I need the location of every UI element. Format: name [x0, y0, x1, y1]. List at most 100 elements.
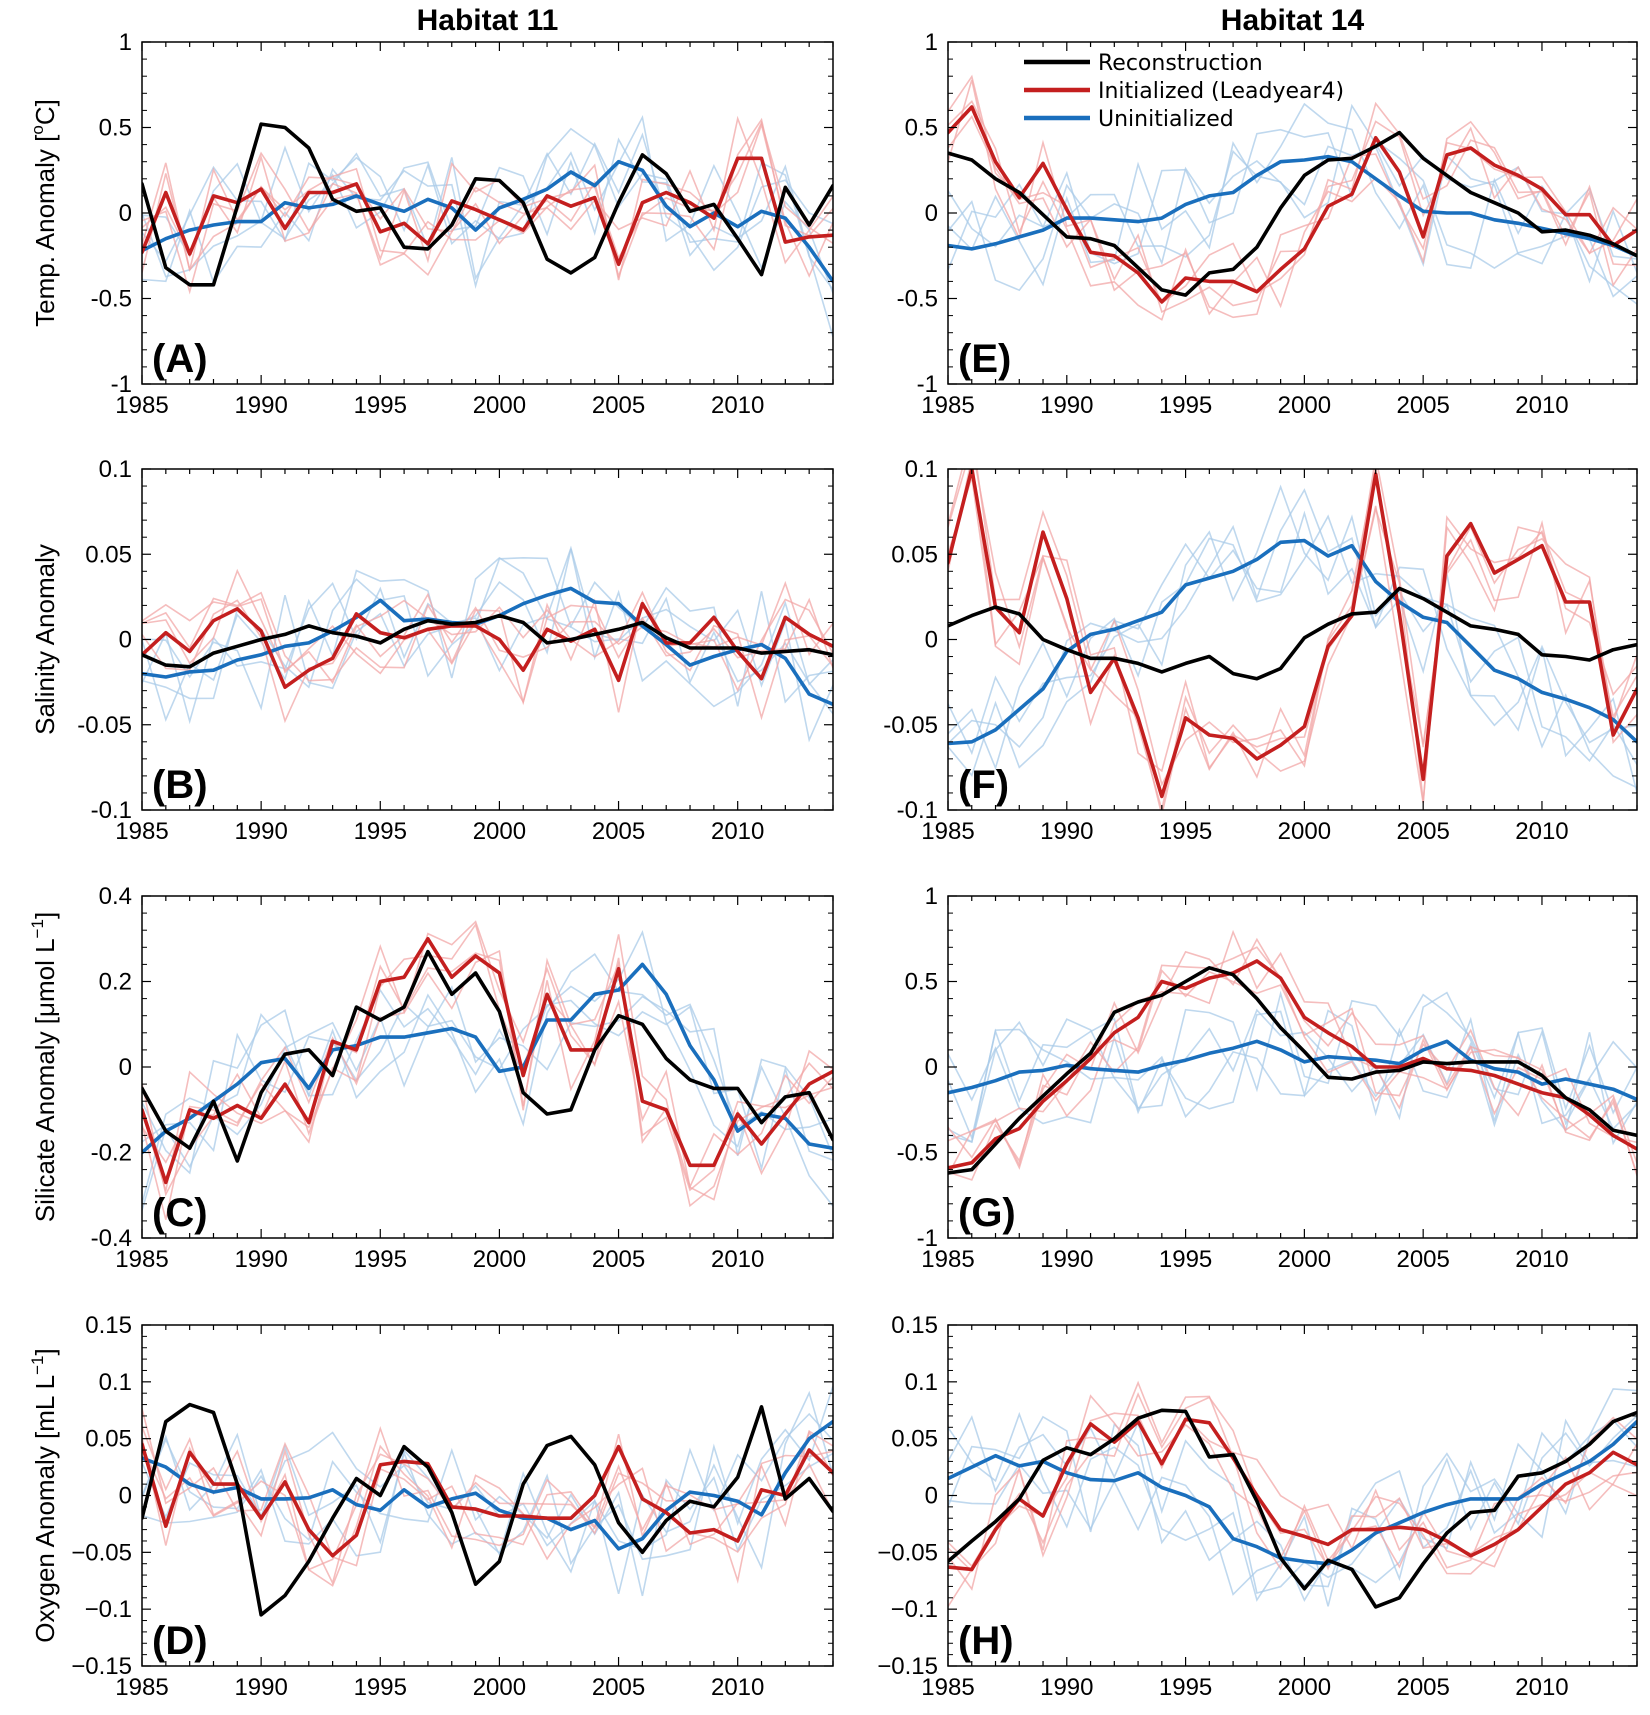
y-tick-label: 0.5 [99, 115, 132, 142]
y-axis-label-text: Salinity Anomaly [30, 544, 60, 735]
uninitialized-member-trace [948, 1411, 1637, 1607]
initialized-line-E [948, 105, 1637, 304]
y-axis-label-D: Oxygen Anomaly [mL L−1] [28, 1348, 60, 1642]
x-tick-label: 2005 [1396, 818, 1449, 845]
reconstruction-line-D [142, 1402, 833, 1617]
initialized-member-trace [948, 79, 1637, 314]
uninitialized-member-trace [142, 1390, 833, 1594]
initialized-member-trace [948, 937, 1637, 1170]
initialized-member-trace [948, 946, 1637, 1175]
x-tick-label: 1990 [234, 818, 287, 845]
initialized-member-trace [142, 934, 833, 1208]
plot-area-G [948, 929, 1637, 1181]
uninitialized-line-D [142, 1419, 833, 1551]
panel-label-H: (H) [958, 1619, 1014, 1663]
uninitialized-member-trace [142, 132, 833, 281]
x-tick-label: 1990 [234, 392, 287, 419]
y-axis-label-tail: C] [30, 99, 60, 125]
y-tick-label: -0.5 [897, 1140, 938, 1167]
x-tick-label: 2000 [473, 392, 526, 419]
x-tick-label: 2010 [711, 1674, 764, 1701]
x-tick-label: 1995 [1159, 1246, 1212, 1273]
y-tick-label: 0 [119, 627, 132, 654]
x-tick-label: 2010 [711, 392, 764, 419]
x-tick-label: 2005 [592, 1674, 645, 1701]
y-tick-label: 0.15 [85, 1312, 132, 1339]
x-tick-label: 2000 [1278, 1246, 1331, 1273]
x-tick-label: 1995 [354, 818, 407, 845]
uninitialized-line-F [948, 538, 1637, 746]
y-tick-label: -1 [917, 1225, 938, 1252]
uninitialized-member-trace [948, 1415, 1637, 1594]
panel-label-G: (G) [958, 1191, 1016, 1235]
plot-area-A [142, 114, 833, 338]
plot-area-E [948, 74, 1637, 321]
y-axis-label-superscript: o [28, 125, 47, 134]
reconstruction-line-E [948, 130, 1637, 297]
x-tick-label: 2000 [1278, 392, 1331, 419]
uninitialized-member-trace [142, 545, 833, 743]
column-title-2: Habitat 14 [1221, 4, 1365, 37]
x-tick-label: 1985 [921, 818, 974, 845]
x-tick-label: 2005 [592, 1246, 645, 1273]
legend-label-0: Reconstruction [1098, 51, 1263, 76]
initialized-member-trace [948, 1412, 1637, 1591]
y-tick-label: 0.05 [85, 1426, 132, 1453]
initialized-member-trace [948, 929, 1637, 1176]
x-tick-label: 1985 [115, 1674, 168, 1701]
y-tick-label: 0.05 [891, 541, 938, 568]
y-tick-label: 0 [925, 1483, 938, 1510]
y-axis-label-superscript: −1 [28, 919, 47, 938]
panel-label-F: (F) [958, 763, 1009, 807]
initialized-line-G [948, 959, 1637, 1170]
x-tick-label: 1985 [921, 392, 974, 419]
initialized-line-F [948, 469, 1637, 799]
initialized-member-trace [142, 592, 833, 724]
uninitialized-member-trace [142, 930, 833, 1207]
x-tick-label: 1985 [115, 818, 168, 845]
x-tick-label: 2005 [592, 818, 645, 845]
panel-H: 1985 1990 1995 2000 2005 2010 −0.15 −0.1 −0.05 0 0… [877, 1312, 1638, 1701]
reconstruction-line-C [142, 949, 833, 1163]
panel-label-C: (C) [152, 1191, 208, 1235]
y-tick-label: -0.5 [91, 286, 132, 313]
y-axis-label-tail: ] [30, 912, 60, 919]
y-tick-label: −0.1 [891, 1596, 938, 1623]
initialized-member-trace [142, 952, 833, 1220]
initialized-line-H [948, 1417, 1637, 1572]
uninitialized-member-trace [142, 1447, 833, 1597]
uninitialized-line-A [142, 159, 833, 284]
reconstruction-line-B [142, 613, 833, 669]
panel-D: 1985 1990 1995 2000 2005 2010 −0.15 −0.1 −0.05 0 0… [28, 1312, 834, 1701]
x-tick-label: 2005 [1396, 1246, 1449, 1273]
x-tick-label: 1985 [921, 1674, 974, 1701]
uninitialized-member-trace [948, 484, 1637, 766]
x-tick-label: 1985 [115, 392, 168, 419]
x-tick-label: 2000 [473, 818, 526, 845]
y-tick-label: 0 [925, 200, 938, 227]
x-tick-label: 2005 [1396, 1674, 1449, 1701]
y-tick-label: 0 [925, 1054, 938, 1081]
x-tick-label: 1995 [1159, 1674, 1212, 1701]
y-tick-label: 1 [925, 883, 938, 910]
x-tick-label: 2000 [473, 1674, 526, 1701]
y-tick-label: 1 [925, 29, 938, 56]
y-tick-label: 0.5 [905, 115, 938, 142]
y-tick-label: −0.15 [71, 1653, 132, 1680]
uninitialized-member-trace [142, 556, 833, 722]
initialized-member-trace [948, 1380, 1637, 1608]
x-tick-label: 1990 [1040, 818, 1093, 845]
y-axis-label-text: Oxygen Anomaly [mL L [30, 1375, 60, 1643]
x-tick-label: 1985 [921, 1246, 974, 1273]
y-tick-label: 0 [925, 627, 938, 654]
initialized-member-trace [948, 115, 1637, 319]
x-tick-label: 1995 [1159, 818, 1212, 845]
uninitialized-member-trace [142, 114, 833, 294]
x-tick-label: 2000 [1278, 818, 1331, 845]
y-tick-label: 0.05 [891, 1426, 938, 1453]
initialized-member-trace [142, 1425, 833, 1584]
y-tick-label: 0.4 [99, 883, 132, 910]
y-tick-label: -0.4 [91, 1225, 132, 1252]
y-tick-label: -0.05 [883, 712, 938, 739]
legend-label-1: Initialized (Leadyear4) [1098, 79, 1344, 104]
